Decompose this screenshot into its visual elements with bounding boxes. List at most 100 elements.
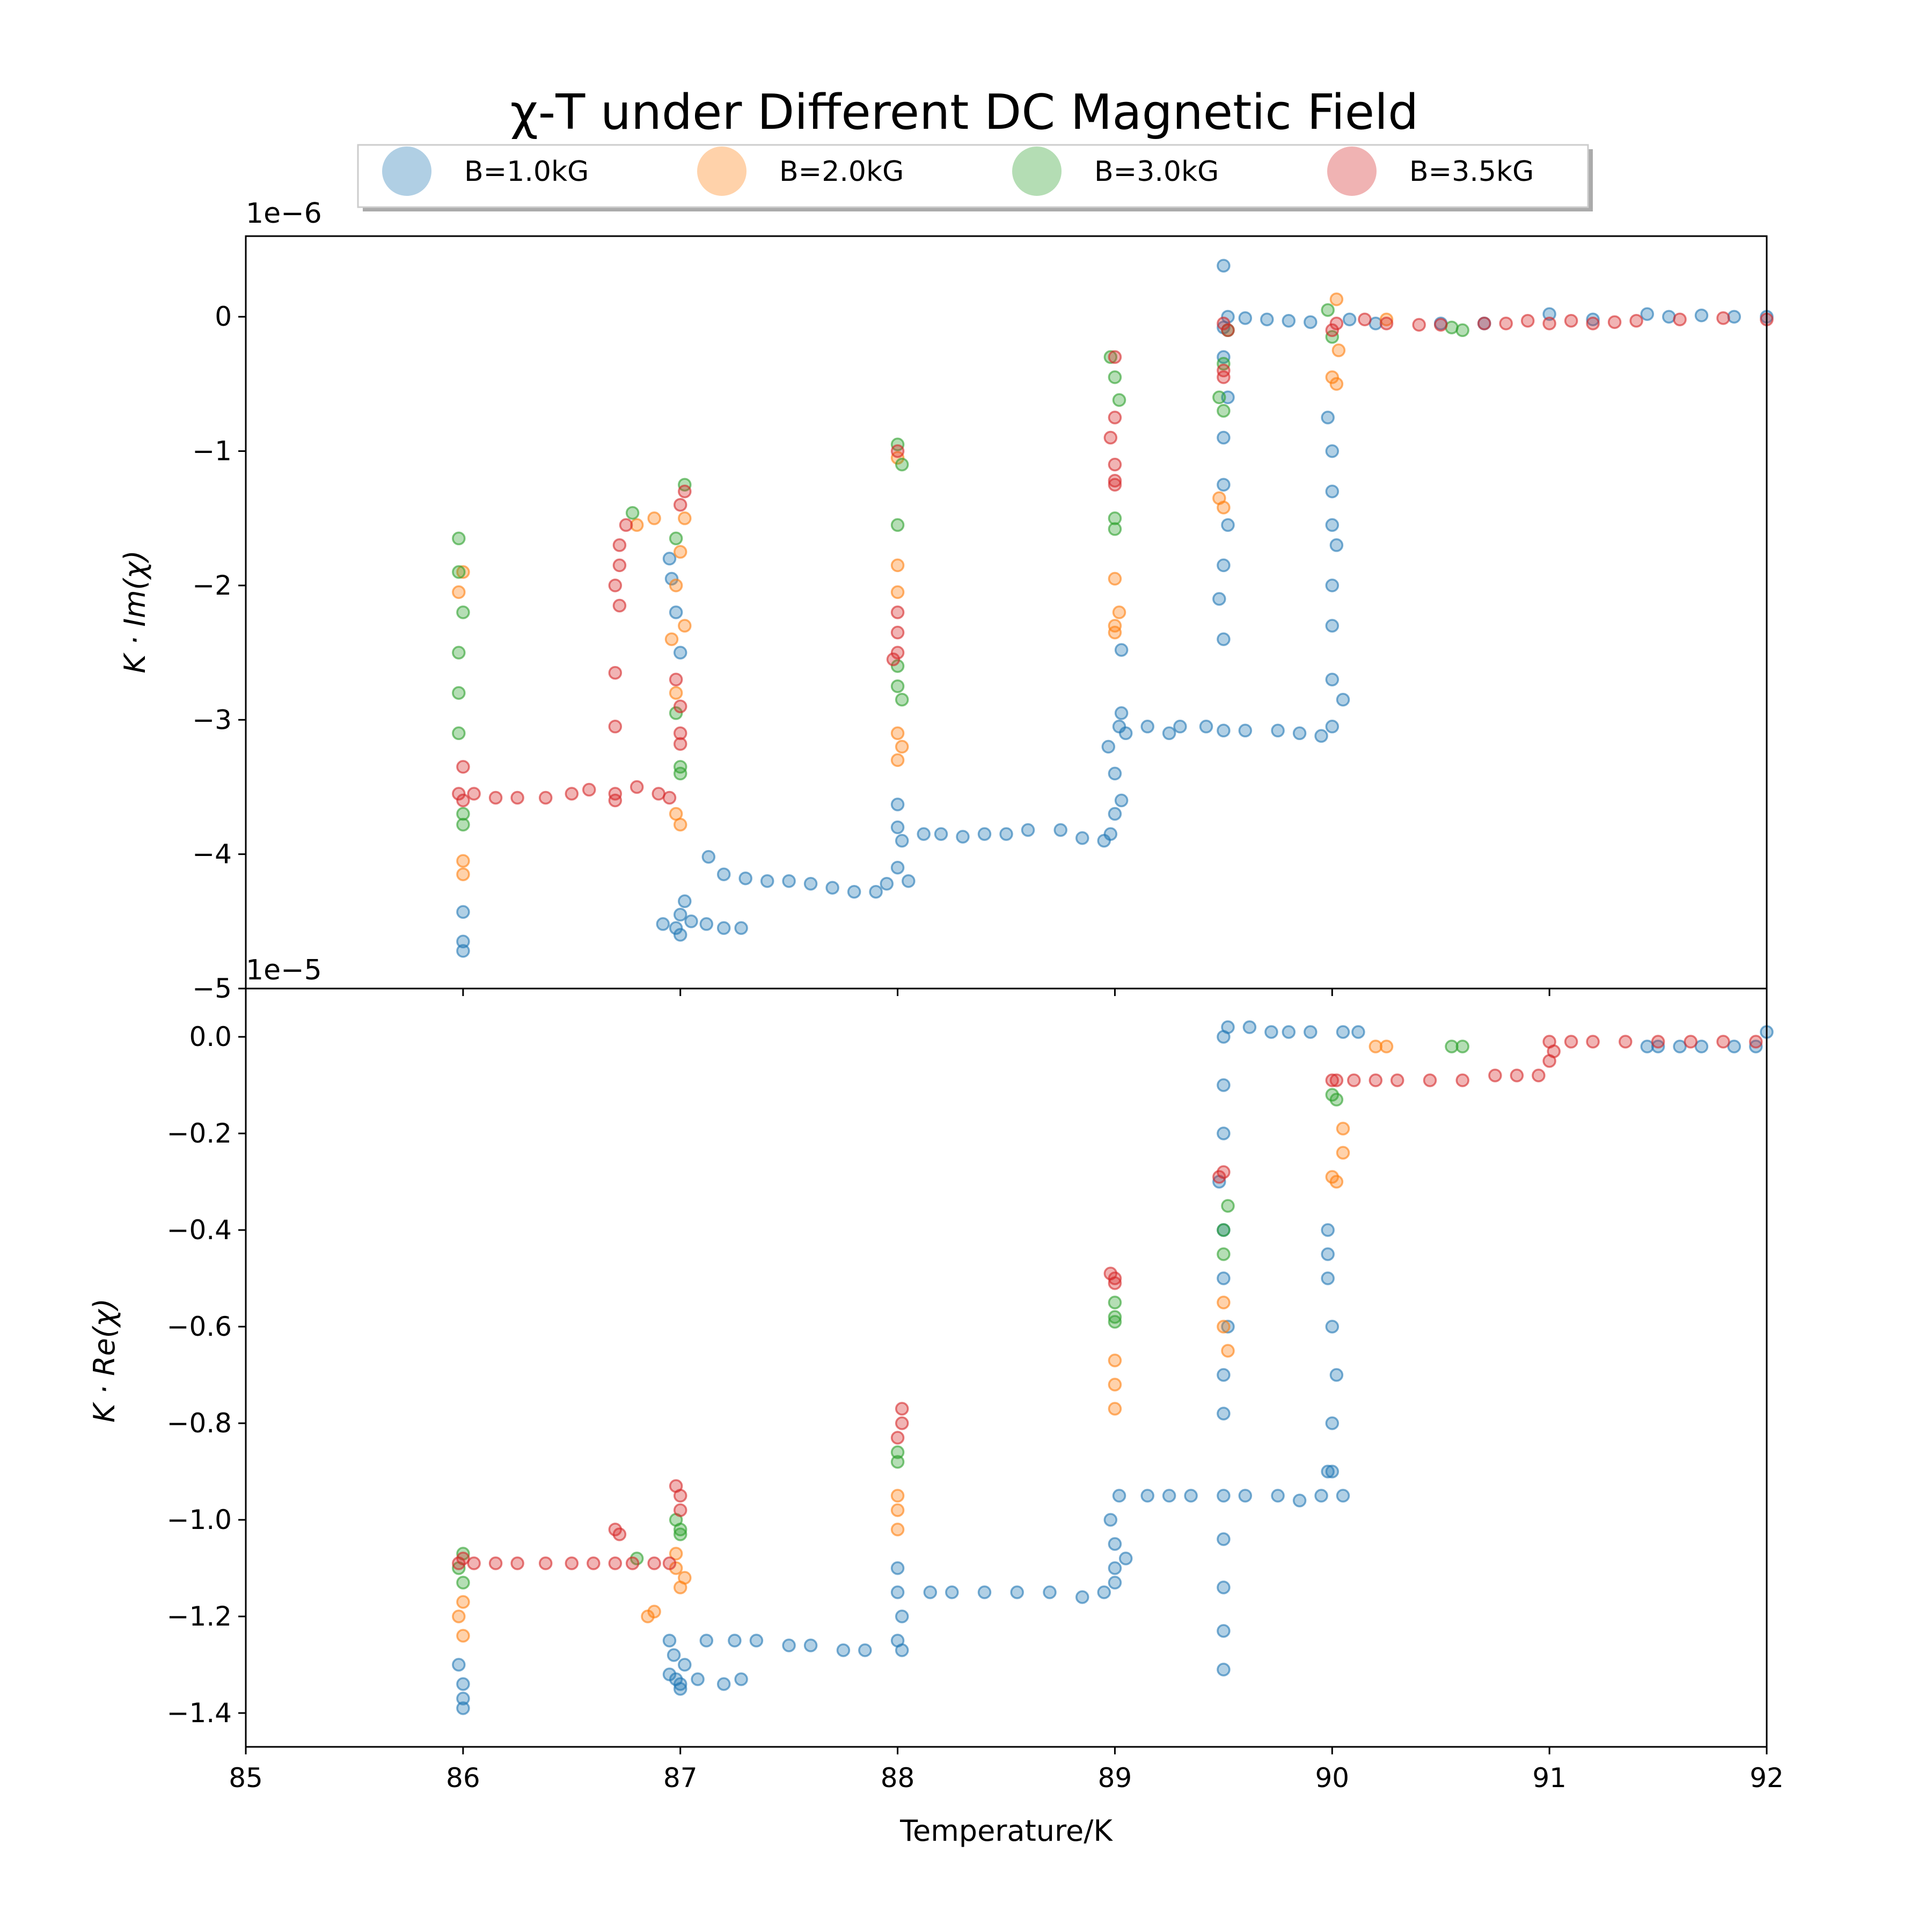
data-point: [1542, 316, 1556, 331]
data-point: [1542, 307, 1556, 321]
y-tick-label: −0.4: [167, 1214, 232, 1246]
data-point: [1673, 1040, 1687, 1053]
x-ticks-real: 85 86 87 88 89 90 91 92: [229, 1747, 1784, 1794]
data-point: [880, 876, 894, 891]
data-point: [456, 1576, 470, 1590]
data-point: [934, 827, 948, 841]
data-point: [1217, 723, 1231, 738]
data-point: [1292, 726, 1307, 741]
data-point: [647, 1605, 661, 1619]
data-point: [1325, 1320, 1340, 1334]
data-point: [890, 860, 905, 875]
data-point: [1217, 1296, 1231, 1309]
data-point: [456, 1701, 470, 1715]
data-point: [673, 545, 687, 559]
data-point: [619, 518, 633, 532]
data-point: [1217, 259, 1231, 273]
data-point: [1423, 1073, 1437, 1087]
data-point: [1314, 729, 1328, 743]
data-point: [1217, 1532, 1231, 1546]
data-point: [890, 1489, 905, 1503]
data-point: [1321, 411, 1335, 425]
data-point: [662, 791, 677, 805]
data-point: [647, 1556, 661, 1570]
data-point: [1325, 579, 1340, 592]
data-point: [945, 1585, 959, 1599]
data-point: [1221, 323, 1235, 338]
data-point: [647, 511, 661, 525]
data-point: [1304, 315, 1318, 329]
data-point: [669, 579, 683, 592]
y-tick-label: 0: [215, 301, 232, 332]
x-tick-label: 87: [663, 1762, 698, 1794]
data-point: [1140, 1489, 1154, 1503]
data-point: [587, 1556, 601, 1570]
data-point: [1358, 312, 1372, 326]
data-point: [662, 552, 677, 566]
data-point: [895, 692, 909, 707]
x-tick-label: 90: [1315, 1762, 1349, 1794]
data-point: [1103, 430, 1118, 445]
data-point: [678, 511, 692, 525]
data-point: [669, 531, 683, 546]
data-point: [890, 646, 905, 660]
x-tick-label: 88: [881, 1762, 915, 1794]
data-point: [1586, 316, 1600, 331]
y-tick-label: −3: [192, 704, 232, 735]
data-point: [673, 699, 687, 714]
data-point: [669, 672, 683, 686]
data-point: [662, 1634, 677, 1648]
data-point: [456, 854, 470, 868]
data-point: [1103, 350, 1118, 364]
data-point: [608, 665, 623, 680]
data-point: [1455, 323, 1469, 338]
data-point: [664, 572, 679, 586]
data-point: [782, 1638, 796, 1652]
data-point: [1727, 1040, 1741, 1053]
data-point: [1217, 1624, 1231, 1638]
data-point: [1455, 1073, 1469, 1087]
data-point: [1586, 312, 1600, 326]
data-point: [1716, 311, 1730, 325]
data-point: [1108, 572, 1122, 586]
data-point: [662, 1556, 677, 1570]
data-point: [890, 625, 905, 640]
data-point: [1217, 1368, 1231, 1382]
data-point: [630, 780, 644, 794]
data-point: [582, 782, 596, 797]
y-tick-label: −0.8: [167, 1408, 232, 1439]
data-point: [1140, 720, 1154, 734]
data-point: [625, 1556, 640, 1570]
data-point: [1271, 723, 1285, 738]
data-point: [1325, 484, 1340, 499]
data-point: [1640, 1040, 1655, 1053]
data-point: [977, 1585, 992, 1599]
legend-label-b3: B=3.0kG: [1094, 156, 1219, 188]
data-point: [669, 807, 683, 821]
data-point: [825, 881, 839, 895]
data-point: [1053, 823, 1067, 837]
data-point: [673, 928, 687, 942]
data-point: [1217, 404, 1231, 418]
data-point: [1217, 1223, 1231, 1237]
data-point: [1749, 1035, 1763, 1049]
data-point: [1108, 625, 1122, 640]
data-point: [452, 787, 466, 801]
data-point: [1221, 310, 1235, 324]
data-point: [673, 1682, 687, 1696]
data-point: [1108, 1537, 1122, 1551]
data-point: [1499, 316, 1513, 331]
data-point: [760, 874, 774, 888]
data-point: [452, 1658, 466, 1672]
data-point: [1108, 1378, 1122, 1392]
data-point: [1217, 1126, 1231, 1140]
data-point: [890, 726, 905, 741]
points-imaginary: [452, 259, 1774, 958]
data-point: [803, 876, 818, 891]
data-point: [1342, 312, 1357, 326]
x-axis-label: Temperature/K: [899, 1814, 1113, 1848]
data-point: [1212, 1170, 1226, 1184]
data-point: [1021, 823, 1035, 837]
series-im-2: [452, 303, 1469, 832]
data-point: [1217, 1580, 1231, 1594]
